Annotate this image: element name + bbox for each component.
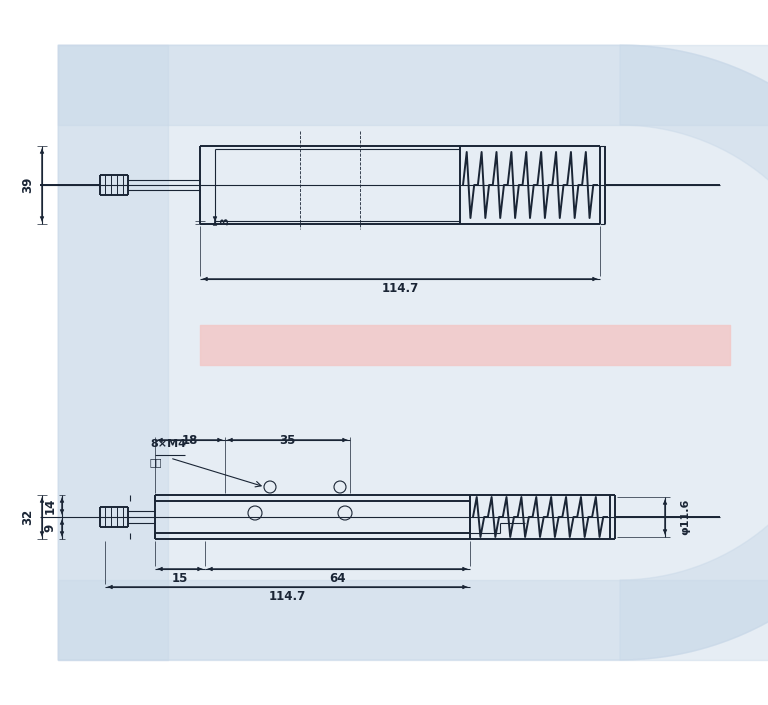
Text: 对穿: 对穿: [150, 457, 163, 467]
Text: 114.7: 114.7: [382, 283, 419, 295]
Text: 35: 35: [280, 434, 296, 446]
Text: 14: 14: [44, 498, 57, 514]
Text: 3: 3: [220, 217, 230, 225]
Polygon shape: [620, 45, 768, 660]
Polygon shape: [58, 45, 768, 660]
Text: 64: 64: [329, 572, 346, 584]
Text: 8×M4: 8×M4: [150, 439, 186, 449]
Text: 114.7: 114.7: [269, 589, 306, 603]
Text: 9: 9: [44, 524, 57, 532]
Text: 18: 18: [182, 434, 198, 446]
Text: φ11.6: φ11.6: [680, 499, 690, 535]
Text: 15: 15: [172, 572, 188, 584]
Text: 39: 39: [22, 177, 35, 193]
Text: 32: 32: [22, 509, 35, 525]
